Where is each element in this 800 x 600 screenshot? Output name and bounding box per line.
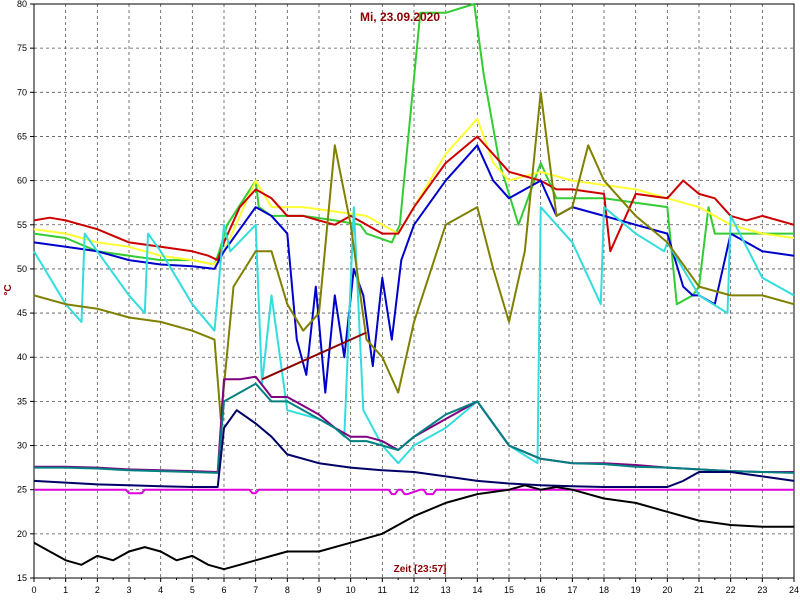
x-tick-label: 22: [726, 585, 736, 595]
series-line-4: [33, 144, 795, 394]
x-tick-label: 24: [789, 585, 799, 595]
x-tick-label: 17: [567, 585, 577, 595]
y-tick-label: 40: [17, 352, 27, 362]
x-axis-label: Zeit [23:57]: [394, 564, 447, 575]
chart-title: Mi, 23.09.2020: [360, 10, 440, 24]
series-group: [33, 3, 795, 571]
x-tick-label: 6: [221, 585, 226, 595]
y-tick-label: 65: [17, 131, 27, 141]
axes: 0 1 2 3 4 5 6 7 8 9 10 11 12 13 14 15 16 17 18 19 20 21 22 23 24…: [17, 0, 799, 595]
x-tick-label: 14: [472, 585, 482, 595]
x-tick-label: 10: [346, 585, 356, 595]
series-line-11: [33, 484, 794, 571]
x-tick-label: 0: [31, 585, 36, 595]
series-line-3: [33, 135, 795, 262]
y-tick-label: 35: [17, 396, 27, 406]
x-tick-label: 12: [409, 585, 419, 595]
labels: Mi, 23.09.2020 Zeit [23:57] °C: [3, 10, 446, 575]
series-line-8: [34, 382, 795, 474]
series-line-9: [33, 409, 795, 488]
x-tick-label: 20: [662, 585, 672, 595]
x-tick-label: 9: [316, 585, 321, 595]
y-tick-label: 50: [17, 264, 27, 274]
x-tick-label: 4: [158, 585, 163, 595]
y-tick-label: 70: [17, 87, 27, 97]
x-tick-label: 5: [190, 585, 195, 595]
y-tick-label: 30: [17, 441, 27, 451]
series-line-12: [261, 331, 367, 381]
y-tick-label: 15: [17, 573, 27, 583]
y-tick-label: 55: [17, 220, 27, 230]
y-tick-label: 25: [17, 485, 27, 495]
y-tick-label: 75: [17, 43, 27, 53]
x-tick-label: 21: [694, 585, 704, 595]
series-line-5: [33, 206, 795, 465]
x-tick-label: 19: [631, 585, 641, 595]
x-tick-label: 23: [757, 585, 767, 595]
y-axis-label: °C: [3, 284, 14, 295]
x-tick-label: 2: [95, 585, 100, 595]
series-line-10: [34, 488, 794, 496]
x-tick-label: 1: [63, 585, 68, 595]
x-tick-label: 15: [504, 585, 514, 595]
y-tick-label: 20: [17, 529, 27, 539]
x-tick-label: 3: [126, 585, 131, 595]
x-tick-label: 13: [441, 585, 451, 595]
x-tick-label: 18: [599, 585, 609, 595]
y-tick-label: 45: [17, 308, 27, 318]
x-tick-label: 7: [253, 585, 258, 595]
x-tick-label: 16: [536, 585, 546, 595]
x-tick-label: 11: [378, 585, 387, 595]
series-line-6: [33, 91, 795, 420]
y-tick-label: 60: [17, 176, 27, 186]
x-tick-label: 8: [285, 585, 290, 595]
y-tick-label: 80: [17, 0, 27, 9]
